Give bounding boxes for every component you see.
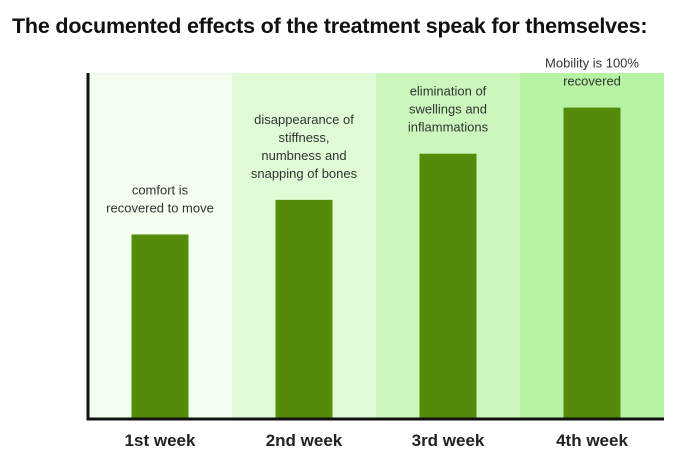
annotation-line: numbness and — [261, 148, 346, 163]
annotation-line: elimination of — [410, 84, 487, 99]
annotation-line: swellings and — [409, 102, 487, 117]
x-tick-label: 2nd week — [266, 431, 343, 450]
annotation-line: comfort is — [132, 182, 189, 197]
bar — [563, 107, 621, 419]
bar-annotation: elimination of swellings and inflammations — [408, 84, 489, 135]
annotation-line: inflammations — [408, 120, 489, 135]
bar — [419, 153, 477, 419]
x-tick-label: 3rd week — [412, 431, 485, 450]
bar — [275, 199, 333, 419]
chart-title: The documented effects of the treatment … — [12, 14, 648, 38]
annotation-line: recovered — [563, 74, 621, 89]
bar-annotation: Mobility is 100% recovered — [545, 56, 639, 89]
annotation-line: disappearance of — [254, 112, 354, 127]
annotation-line: snapping of bones — [251, 166, 358, 181]
bar-annotation: comfort is recovered to move — [106, 182, 214, 215]
annotation-line: Mobility is 100% — [545, 56, 639, 71]
annotation-line: stiffness, — [278, 130, 329, 145]
bar-annotation: disappearance of stiffness, numbness and sn… — [251, 112, 358, 181]
x-tick-label: 1st week — [125, 431, 196, 450]
bar — [131, 234, 189, 419]
annotation-line: recovered to move — [106, 200, 214, 215]
x-tick-label: 4th week — [556, 431, 628, 450]
